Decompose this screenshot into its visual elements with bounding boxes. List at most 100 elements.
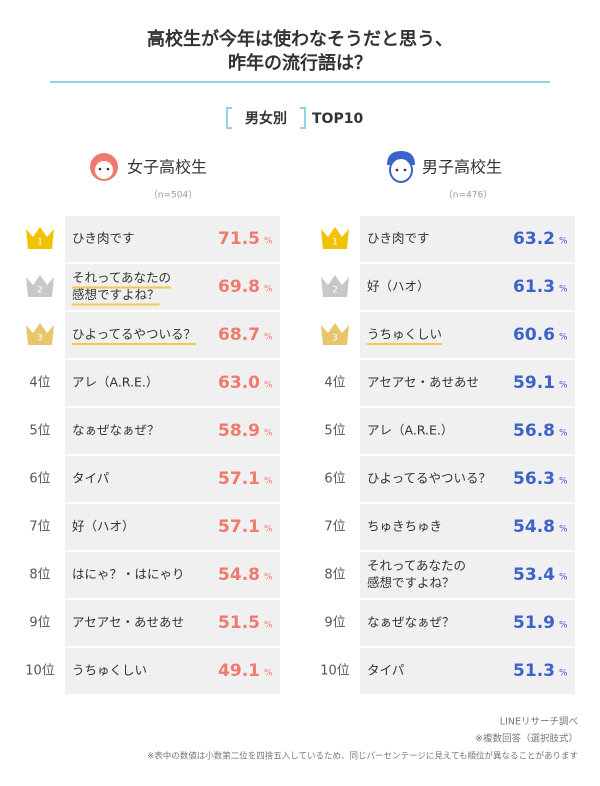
row-bg [360,648,575,694]
row-bg [360,600,575,646]
row-bg [360,264,575,310]
rank-label: 5位 [29,424,50,439]
value: 56.8 [513,421,555,441]
rank-label: 9位 [324,616,345,631]
crown [26,275,54,297]
row-bg [360,408,575,454]
rank-label: 10位 [25,664,55,679]
value: 53.4 [513,565,555,585]
value: 68.7 [218,325,260,345]
value: 54.8 [513,517,555,537]
column-heading: 女子高校生 [127,158,207,177]
value: 56.3 [513,469,555,489]
rank-number: 1 [37,238,43,248]
unit: % [559,669,568,679]
sample-size: （n=476） [444,190,492,201]
item-label: ひよってるやついる？ [72,327,196,342]
row-bg [65,648,280,694]
rank-number: 2 [37,286,43,296]
subtitle-rest: TOP10 [312,111,363,127]
row-bg [65,456,280,502]
rank-label: 4位 [324,376,345,391]
item-label: うちゅくしい [367,327,442,342]
value: 51.3 [513,661,555,681]
item-label: タイパ [72,471,109,486]
item-label: うちゅくしい [72,663,147,678]
rank-label: 6位 [324,472,345,487]
rank-number: 2 [332,286,338,296]
item-label: 感想ですよね？ [367,575,455,590]
unit: % [264,237,273,247]
unit: % [264,285,273,295]
unit: % [559,621,568,631]
rank-number: 3 [37,334,43,344]
value: 51.5 [218,613,260,633]
unit: % [559,477,568,487]
row-bg [65,504,280,550]
rank-label: 7位 [29,520,50,535]
unit: % [559,333,568,343]
item-label: アセアセ・あせあせ [367,375,479,390]
crown [321,323,349,345]
item-label: なぁぜなぁぜ？ [367,615,455,630]
value: 51.9 [513,613,555,633]
item-label: 感想ですよね？ [72,287,160,302]
crown [321,275,349,297]
item-label: それってあなたの [72,270,171,285]
row-bg [65,360,280,406]
item-label: アレ（A.R.E.） [72,375,158,390]
rank-label: 6位 [29,472,50,487]
unit: % [264,477,273,487]
value: 58.9 [218,421,260,441]
value: 63.0 [218,373,260,393]
item-label: 好（ハオ） [367,279,430,294]
row-bg [360,552,575,598]
unit: % [559,237,568,247]
row-bg [360,360,575,406]
value: 69.8 [218,277,260,297]
note: ※複数回答（選択肢式） [475,733,578,745]
bracket [226,107,306,129]
unit: % [559,381,568,391]
value: 71.5 [218,229,260,249]
rank-label: 9位 [29,616,50,631]
value: 57.1 [218,469,260,489]
row-bg [65,600,280,646]
item-label: なぁぜなぁぜ？ [72,423,160,438]
crown [26,323,54,345]
crown [321,227,349,249]
value: 54.8 [218,565,260,585]
rank-label: 10位 [320,664,350,679]
rank-label: 5位 [324,424,345,439]
unit: % [264,381,273,391]
value: 49.1 [218,661,260,681]
row-bg [65,552,280,598]
row-bg [360,216,575,262]
sample-size: （n=504） [149,190,197,201]
row-bg [65,408,280,454]
unit: % [264,669,273,679]
unit: % [559,285,568,295]
girl-icon [90,153,118,181]
item-label: それってあなたの [367,558,466,573]
subtitle-group: 男女別 [245,110,287,127]
unit: % [264,525,273,535]
item-label: ひき肉です [367,231,430,246]
note: LINEリサーチ調べ [500,716,578,728]
column-heading: 男子高校生 [422,158,502,177]
unit: % [264,333,273,343]
unit: % [264,429,273,439]
row-bg [65,312,280,358]
row-bg [360,504,575,550]
boy-icon [387,151,415,183]
unit: % [559,525,568,535]
item-label: ひき肉です [72,231,135,246]
title-line: 昨年の流行語は？ [228,52,372,74]
value: 57.1 [218,517,260,537]
rank-label: 4位 [29,376,50,391]
unit: % [264,621,273,631]
item-label: タイパ [367,663,404,678]
value: 63.2 [513,229,555,249]
item-label: ひよってるやついる？ [367,471,491,486]
